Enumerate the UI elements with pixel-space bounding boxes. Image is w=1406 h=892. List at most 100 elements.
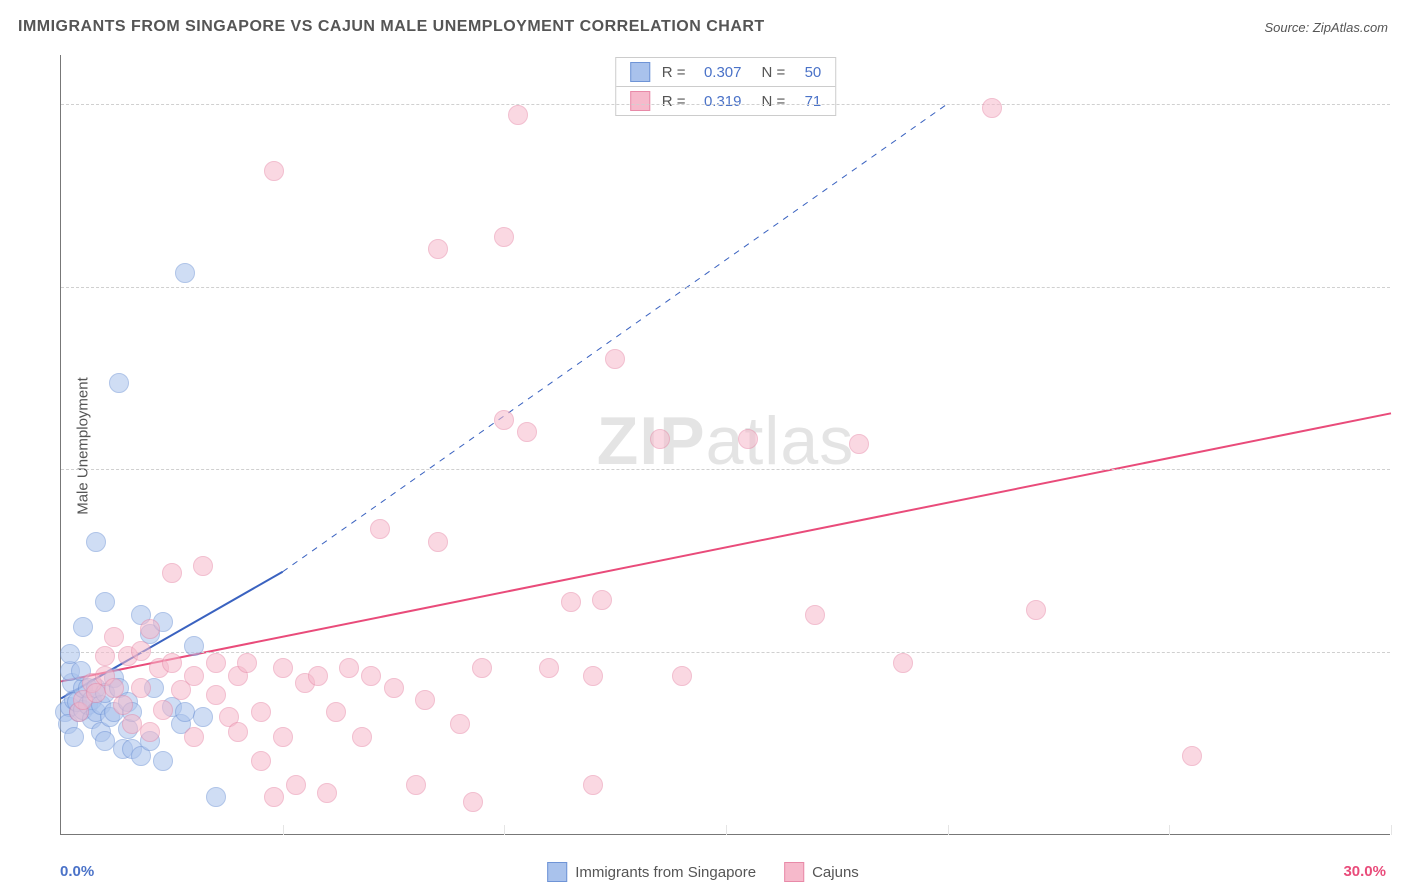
scatter-point [95, 592, 115, 612]
scatter-point [175, 263, 195, 283]
swatch-series-2 [630, 91, 650, 111]
x-tick [504, 825, 505, 835]
scatter-point [508, 105, 528, 125]
scatter-point [583, 666, 603, 686]
n-value-2: 71 [793, 93, 821, 110]
x-tick [1391, 825, 1392, 835]
bottom-legend-label-1: Immigrants from Singapore [575, 864, 756, 881]
scatter-point [140, 619, 160, 639]
scatter-point [273, 658, 293, 678]
scatter-point [361, 666, 381, 686]
r-value-2: 0.319 [694, 93, 742, 110]
scatter-point [264, 161, 284, 181]
scatter-point [1182, 746, 1202, 766]
scatter-point [370, 519, 390, 539]
r-label: R = [662, 64, 686, 81]
grid-h [61, 104, 1390, 105]
scatter-point [64, 727, 84, 747]
grid-h [61, 469, 1390, 470]
scatter-point [308, 666, 328, 686]
scatter-point [672, 666, 692, 686]
scatter-point [184, 636, 204, 656]
scatter-point [317, 783, 337, 803]
x-tick [1169, 825, 1170, 835]
scatter-point [113, 695, 133, 715]
legend-row: R = 0.319 N = 71 [616, 87, 836, 115]
scatter-point [472, 658, 492, 678]
swatch-bottom-2 [784, 862, 804, 882]
scatter-point [131, 678, 151, 698]
scatter-point [428, 239, 448, 259]
scatter-point [805, 605, 825, 625]
legend-row: R = 0.307 N = 50 [616, 58, 836, 87]
scatter-point [450, 714, 470, 734]
bottom-legend-item: Immigrants from Singapore [547, 862, 756, 882]
grid-h [61, 652, 1390, 653]
scatter-point [206, 685, 226, 705]
x-tick [948, 825, 949, 835]
x-axis-max-label: 30.0% [1343, 863, 1386, 880]
y-tick-label: 7.5% [1396, 644, 1406, 661]
scatter-point [162, 563, 182, 583]
scatter-point [428, 532, 448, 552]
scatter-point [605, 349, 625, 369]
scatter-point [104, 627, 124, 647]
y-tick-label: 30.0% [1396, 95, 1406, 112]
scatter-point [592, 590, 612, 610]
n-value-1: 50 [793, 64, 821, 81]
scatter-point [1026, 600, 1046, 620]
scatter-point [95, 646, 115, 666]
x-tick [283, 825, 284, 835]
correlation-legend: R = 0.307 N = 50 R = 0.319 N = 71 [615, 57, 837, 116]
scatter-point [494, 410, 514, 430]
r-value-1: 0.307 [694, 64, 742, 81]
y-tick-label: 15.0% [1396, 461, 1406, 478]
watermark-rest: atlas [706, 403, 855, 479]
swatch-series-1 [630, 62, 650, 82]
scatter-point [60, 644, 80, 664]
r-label: R = [662, 93, 686, 110]
scatter-point [206, 787, 226, 807]
scatter-point [849, 434, 869, 454]
chart-title: IMMIGRANTS FROM SINGAPORE VS CAJUN MALE … [18, 18, 765, 36]
scatter-point [140, 722, 160, 742]
scatter-point [463, 792, 483, 812]
scatter-point [162, 653, 182, 673]
scatter-point [415, 690, 435, 710]
scatter-point [206, 653, 226, 673]
plot-area: ZIPatlas R = 0.307 N = 50 R = 0.319 N = … [60, 55, 1390, 835]
scatter-point [583, 775, 603, 795]
scatter-point [286, 775, 306, 795]
scatter-point [228, 722, 248, 742]
scatter-point [193, 556, 213, 576]
scatter-point [251, 702, 271, 722]
scatter-point [153, 751, 173, 771]
scatter-point [326, 702, 346, 722]
scatter-point [86, 532, 106, 552]
scatter-point [650, 429, 670, 449]
scatter-point [273, 727, 293, 747]
scatter-point [738, 429, 758, 449]
swatch-bottom-1 [547, 862, 567, 882]
bottom-legend-label-2: Cajuns [812, 864, 859, 881]
scatter-point [494, 227, 514, 247]
n-label: N = [762, 64, 786, 81]
n-label: N = [762, 93, 786, 110]
source-label: Source: ZipAtlas.com [1264, 20, 1388, 35]
scatter-point [517, 422, 537, 442]
scatter-point [352, 727, 372, 747]
scatter-point [73, 617, 93, 637]
x-axis-min-label: 0.0% [60, 863, 94, 880]
scatter-point [982, 98, 1002, 118]
bottom-legend: Immigrants from Singapore Cajuns [547, 862, 859, 882]
scatter-point [893, 653, 913, 673]
watermark: ZIPatlas [597, 402, 854, 480]
scatter-point [184, 666, 204, 686]
scatter-point [339, 658, 359, 678]
grid-h [61, 287, 1390, 288]
scatter-point [539, 658, 559, 678]
scatter-point [561, 592, 581, 612]
scatter-point [384, 678, 404, 698]
scatter-point [184, 727, 204, 747]
scatter-point [406, 775, 426, 795]
